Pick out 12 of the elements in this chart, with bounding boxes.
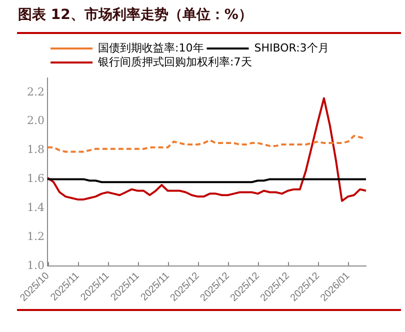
- y-tick-label: 1.2: [27, 230, 45, 243]
- line-series: [46, 134, 367, 153]
- chart-title: 图表 12、市场利率走势（单位：%）: [18, 6, 252, 24]
- y-tick-label: 2.0: [27, 114, 45, 128]
- y-tick-label: 1.6: [27, 172, 45, 186]
- y-tick-label: 1.0: [27, 258, 45, 272]
- y-tick-label: 1.4: [27, 200, 45, 214]
- y-tick-label: 1.8: [27, 143, 45, 156]
- y-tick-label: 2.2: [27, 85, 45, 98]
- legend-label: 国债到期收益率:10年: [98, 41, 204, 54]
- legend-label: SHIBOR:3个月: [254, 41, 329, 54]
- legend-label: 银行间质押式回购加权利率:7天: [97, 55, 252, 68]
